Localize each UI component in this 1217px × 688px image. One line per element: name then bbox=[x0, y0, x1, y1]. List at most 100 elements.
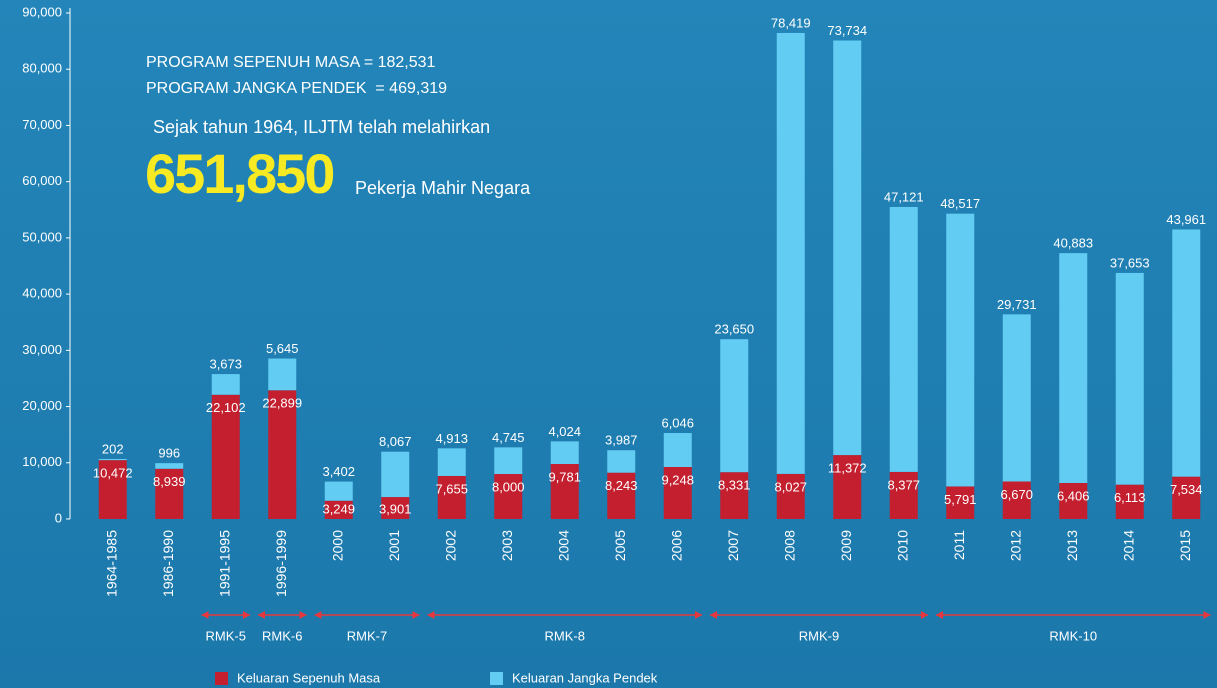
x-tick-label: 2014 bbox=[1120, 530, 1136, 561]
value-label: 8,939 bbox=[153, 474, 186, 489]
bar-segment bbox=[155, 468, 184, 519]
value-label: 9,248 bbox=[661, 472, 694, 487]
value-label: 3,901 bbox=[379, 501, 412, 516]
y-tick-label: 20,000 bbox=[22, 398, 62, 413]
bar-segment bbox=[1059, 253, 1088, 483]
value-label: 23,650 bbox=[714, 322, 754, 337]
bar-segment bbox=[437, 475, 466, 519]
x-tick-label: 2015 bbox=[1177, 530, 1193, 561]
x-tick-label: 2009 bbox=[838, 530, 854, 561]
value-label: 8,067 bbox=[379, 434, 412, 449]
bar-segment bbox=[776, 32, 805, 474]
x-tick-label: 2005 bbox=[612, 530, 628, 561]
bar-segment bbox=[720, 472, 749, 519]
bar-segment bbox=[550, 441, 579, 465]
x-tick-label: 2001 bbox=[386, 530, 402, 561]
value-label: 3,402 bbox=[322, 464, 355, 479]
x-tick-label: 1991-1995 bbox=[216, 530, 232, 597]
headline: 651,850 bbox=[145, 142, 333, 205]
value-label: 6,113 bbox=[1114, 490, 1146, 505]
period-label: RMK-6 bbox=[262, 628, 302, 643]
annotation: PROGRAM SEPENUH MASA = 182,531 bbox=[146, 54, 436, 71]
x-tick-label: 2010 bbox=[894, 530, 910, 561]
bar-segment bbox=[720, 339, 749, 473]
value-label: 9,781 bbox=[548, 469, 581, 484]
x-tick-label: 2007 bbox=[725, 530, 741, 561]
x-tick-label: 2008 bbox=[781, 530, 797, 561]
value-label: 22,899 bbox=[262, 396, 302, 411]
value-label: 3,673 bbox=[209, 357, 242, 372]
bar-segment bbox=[211, 374, 240, 395]
value-label: 37,653 bbox=[1110, 255, 1150, 270]
bar-segment bbox=[663, 433, 692, 468]
bar-segment bbox=[889, 471, 918, 519]
legend-label: Keluaran Jangka Pendek bbox=[512, 670, 658, 685]
value-label: 8,000 bbox=[492, 479, 525, 494]
value-label: 8,027 bbox=[774, 479, 807, 494]
y-tick-label: 0 bbox=[55, 510, 62, 525]
y-tick-label: 80,000 bbox=[22, 61, 62, 76]
x-tick-label: 2002 bbox=[442, 530, 458, 561]
bar-segment bbox=[381, 497, 410, 519]
x-tick-label: 2013 bbox=[1064, 530, 1080, 561]
bar-segment bbox=[155, 463, 184, 469]
bar-segment bbox=[1172, 476, 1201, 519]
bar-segment bbox=[946, 213, 975, 487]
bar-segment bbox=[98, 460, 127, 519]
x-tick-label: 2004 bbox=[555, 530, 571, 561]
bar-segment bbox=[1002, 481, 1031, 519]
value-label: 202 bbox=[102, 441, 124, 456]
bar-segment bbox=[324, 481, 353, 501]
bar-segment bbox=[776, 473, 805, 519]
value-label: 10,472 bbox=[93, 466, 133, 481]
period-label: RMK-5 bbox=[206, 628, 246, 643]
x-tick-label: 2003 bbox=[499, 530, 515, 561]
headline-caption: Pekerja Mahir Negara bbox=[355, 178, 531, 198]
value-label: 6,406 bbox=[1057, 488, 1090, 503]
bar-segment bbox=[494, 474, 523, 519]
value-label: 8,243 bbox=[605, 478, 638, 493]
value-label: 73,734 bbox=[827, 23, 867, 38]
x-tick-label: 1964-1985 bbox=[103, 530, 119, 597]
value-label: 48,517 bbox=[940, 196, 980, 211]
y-tick-label: 10,000 bbox=[22, 454, 62, 469]
bar-segment bbox=[1002, 314, 1031, 482]
y-tick-label: 30,000 bbox=[22, 342, 62, 357]
value-label: 3,987 bbox=[605, 433, 638, 448]
bar-segment bbox=[1115, 484, 1144, 519]
value-label: 7,655 bbox=[435, 481, 468, 496]
x-tick-label: 1996-1999 bbox=[273, 530, 289, 597]
bar-segment bbox=[889, 206, 918, 472]
x-tick-label: 2000 bbox=[329, 530, 345, 561]
value-label: 29,731 bbox=[997, 297, 1037, 312]
period-label: RMK-10 bbox=[1049, 628, 1097, 643]
value-label: 5,791 bbox=[944, 492, 977, 507]
x-tick-label: 2011 bbox=[951, 530, 967, 560]
bar-segment bbox=[268, 358, 297, 391]
x-tick-label: 2012 bbox=[1007, 530, 1023, 561]
value-label: 5,645 bbox=[266, 341, 299, 356]
y-tick-label: 70,000 bbox=[22, 117, 62, 132]
value-label: 4,024 bbox=[548, 424, 581, 439]
value-label: 40,883 bbox=[1053, 236, 1093, 251]
bar-segment bbox=[494, 447, 523, 475]
value-label: 11,372 bbox=[828, 461, 867, 476]
value-label: 43,961 bbox=[1166, 212, 1206, 227]
bar-segment bbox=[381, 451, 410, 498]
bar-segment bbox=[607, 472, 636, 519]
value-label: 8,331 bbox=[718, 478, 751, 493]
legend-swatch bbox=[215, 672, 228, 685]
value-label: 3,249 bbox=[322, 501, 355, 516]
bar-segment bbox=[946, 486, 975, 519]
value-label: 6,046 bbox=[661, 415, 694, 430]
period-label: RMK-9 bbox=[799, 628, 839, 643]
bar-segment bbox=[550, 464, 579, 519]
bar-segment bbox=[98, 458, 127, 461]
bar-segment bbox=[833, 40, 862, 456]
bar-segment bbox=[1115, 272, 1144, 485]
y-tick-label: 60,000 bbox=[22, 173, 62, 188]
value-label: 4,913 bbox=[435, 431, 468, 446]
bar-segment bbox=[663, 467, 692, 519]
bar-segment bbox=[324, 500, 353, 519]
